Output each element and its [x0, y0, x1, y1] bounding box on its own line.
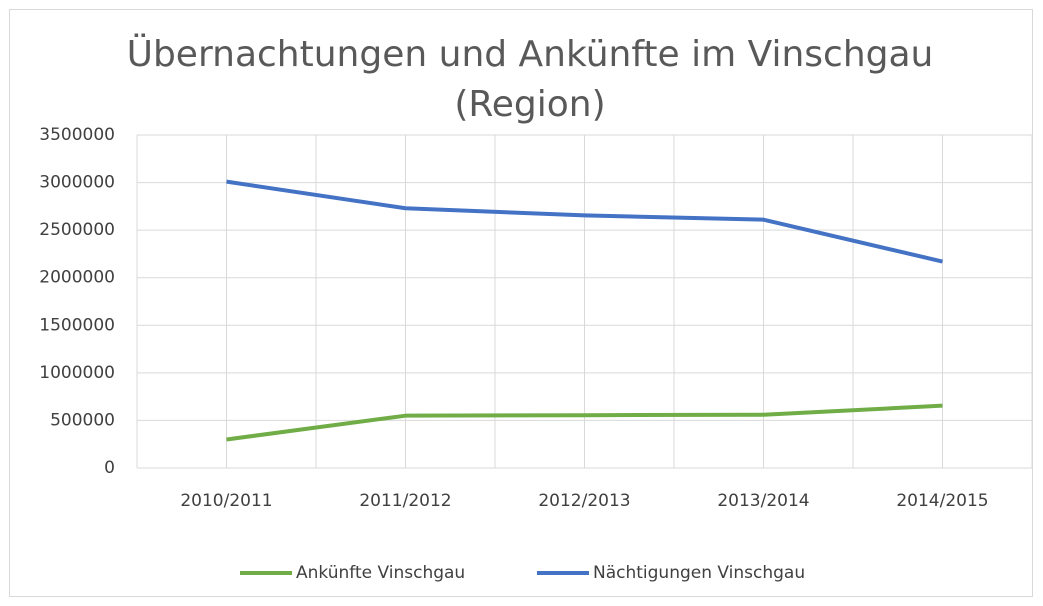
y-tick-label: 1500000	[39, 315, 115, 335]
chart-title: Übernachtungen und Ankünfte im Vinschgau…	[126, 34, 934, 125]
y-tick-label: 0	[104, 458, 115, 478]
x-tick-label: 2013/2014	[717, 491, 809, 511]
y-tick-label: 500000	[50, 410, 115, 430]
x-tick-label: 2014/2015	[896, 491, 988, 511]
y-tick-label: 2000000	[39, 268, 115, 288]
x-tick-label: 2011/2012	[359, 491, 451, 511]
line-series	[226, 403, 943, 442]
x-tick-label: 2012/2013	[538, 491, 630, 511]
y-tick-label: 3500000	[39, 125, 115, 145]
y-tick-label: 3000000	[39, 173, 115, 193]
line-series	[226, 179, 943, 264]
legend-label: Ankünfte Vinschgau	[296, 563, 465, 583]
y-tick-label: 2500000	[39, 220, 115, 240]
x-tick-label: 2010/2011	[180, 491, 272, 511]
y-tick-label: 1000000	[39, 363, 115, 383]
legend-label: Nächtigungen Vinschgau	[593, 563, 805, 583]
